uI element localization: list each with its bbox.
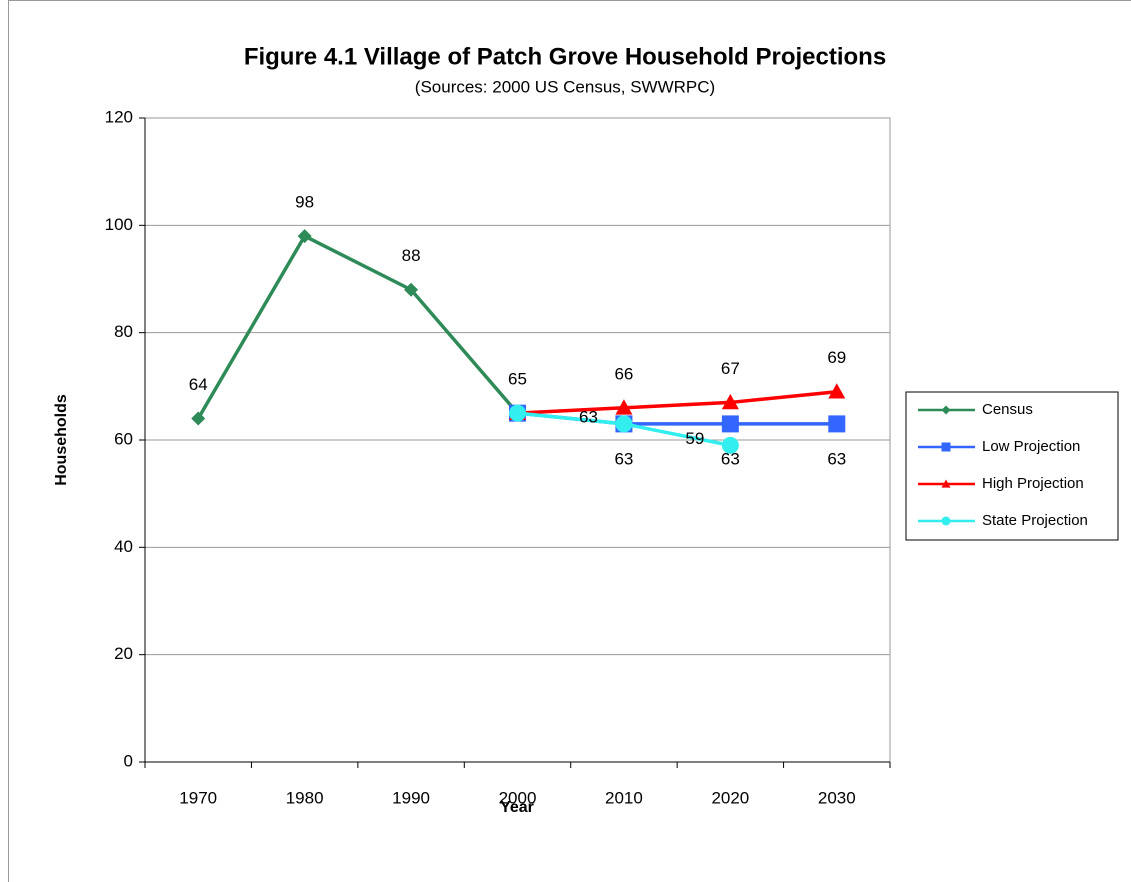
point [191,411,206,426]
y-tick-label: 120 [105,107,133,126]
chart-border [8,0,1131,882]
series-line [196,233,519,420]
point [721,436,739,454]
data-label: 98 [295,193,314,212]
series-line [517,389,837,415]
legend-marker [941,516,951,526]
data-label: 63 [721,449,740,468]
legend-label: State Projection [982,512,1088,529]
legend-label: High Projection [982,475,1084,492]
point [828,383,846,399]
point [615,399,633,415]
y-tick-label: 20 [114,644,133,663]
x-tick-label: 1990 [392,788,430,807]
data-label: 59 [685,429,704,448]
y-tick-label: 60 [114,429,133,448]
legend-label: Low Projection [982,438,1080,455]
x-tick-label: 2000 [499,788,537,807]
y-axis-label: Households [53,394,70,486]
point [615,415,633,433]
data-label: 65 [508,370,527,389]
data-label: 67 [721,359,740,378]
y-tick-label: 80 [114,322,133,341]
point [297,229,312,244]
x-tick-label: 2010 [605,788,643,807]
data-label: 69 [827,348,846,367]
x-tick-label: 1970 [179,788,217,807]
chart-subtitle: (Sources: 2000 US Census, SWWRPC) [415,77,715,96]
y-tick-label: 100 [105,215,133,234]
x-tick-label: 2030 [818,788,856,807]
point [509,404,526,422]
x-axis-label: Year [500,799,534,816]
data-label: 88 [402,246,421,265]
data-label: 66 [614,364,633,383]
point [721,393,739,410]
data-label: 63 [614,449,633,468]
data-label: 63 [827,449,846,468]
x-tick-label: 2020 [711,788,749,807]
legend-label: Census [982,401,1033,418]
data-label: 63 [579,407,598,426]
data-label: 64 [189,375,208,394]
x-tick-label: 1980 [286,788,324,807]
point [404,282,419,297]
legend-marker [941,479,951,488]
legend-box [905,391,1119,541]
y-tick-label: 40 [114,537,133,556]
y-tick-label: 0 [124,751,133,770]
legend-marker [941,405,951,415]
point [721,415,739,433]
chart-title: Figure 4.1 Village of Patch Grove Househ… [244,43,886,70]
point [828,415,846,433]
legend-marker [941,442,951,452]
